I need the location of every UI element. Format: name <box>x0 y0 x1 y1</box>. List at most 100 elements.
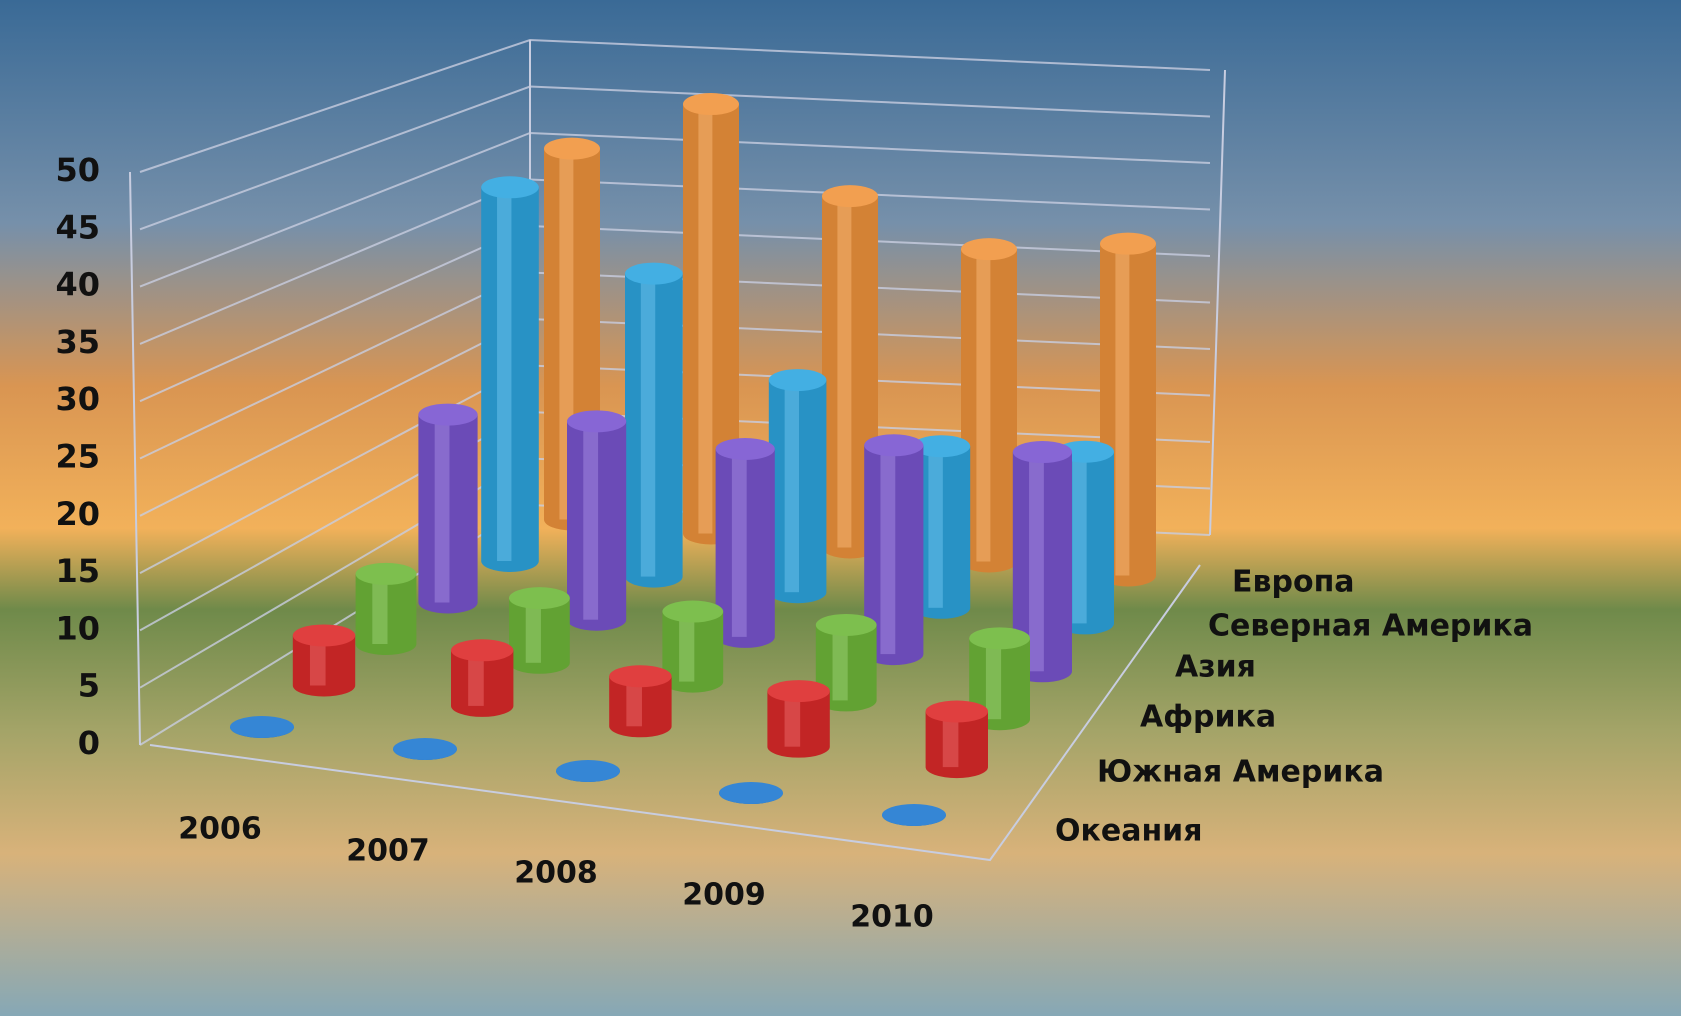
cylinder <box>662 600 724 693</box>
cylinder-highlight <box>497 187 512 562</box>
y-tick-label: 25 <box>55 438 100 476</box>
cylinder-top <box>418 403 478 426</box>
legend-label: Океания <box>1055 814 1202 849</box>
cylinder-highlight <box>976 249 991 562</box>
cylinder-highlight <box>731 448 747 637</box>
cylinder-top <box>451 639 514 662</box>
cylinder <box>882 804 946 826</box>
cylinder <box>912 435 971 619</box>
cylinder <box>230 716 294 738</box>
x-tick-label: 2006 <box>178 812 262 847</box>
cylinder <box>393 738 457 760</box>
cylinder-highlight <box>985 638 1002 720</box>
cylinder <box>822 185 878 559</box>
y-tick-label: 30 <box>55 380 100 418</box>
cylinder-top <box>925 700 988 723</box>
y-tick-label: 0 <box>78 724 100 762</box>
cylinder-top <box>715 437 775 460</box>
cylinder <box>683 93 740 545</box>
cylinder-top <box>912 435 971 458</box>
cylinder-top <box>230 716 294 738</box>
cylinder <box>925 700 988 779</box>
cylinder-top <box>768 369 827 392</box>
cylinder-top <box>683 93 739 116</box>
cylinder <box>815 613 877 712</box>
cylinder <box>292 624 356 697</box>
cylinder <box>556 760 620 782</box>
cylinder <box>625 262 683 588</box>
cylinder-top <box>544 137 600 160</box>
cylinder <box>961 238 1017 573</box>
cylinder-top <box>509 587 570 610</box>
x-tick-label: 2010 <box>850 900 934 935</box>
cylinder-highlight <box>626 676 642 727</box>
cylinder-top <box>719 782 783 804</box>
labels: 0 5 10 15 20 25 30 35 40 45 50 Европа Северная Амери… <box>55 151 1533 935</box>
cylinder <box>609 665 672 738</box>
cylinder <box>1012 441 1072 683</box>
cylinder <box>767 680 830 758</box>
legend-label: Северная Америка <box>1208 609 1533 644</box>
cylinder <box>567 410 627 631</box>
grid-line <box>139 131 1211 288</box>
y-tick-label: 20 <box>55 495 100 533</box>
axis-line <box>149 564 1201 862</box>
y-tick-label: 10 <box>55 609 100 647</box>
cylinder-top <box>882 804 946 826</box>
plot <box>230 93 1156 826</box>
cylinder-highlight <box>1072 451 1087 624</box>
cylinder-highlight <box>372 573 388 644</box>
cylinder-top <box>662 600 724 623</box>
y-tick-label: 15 <box>55 552 100 590</box>
cylinder-highlight <box>942 711 959 768</box>
cylinder-top <box>609 665 672 688</box>
y-tick-label: 40 <box>55 266 100 304</box>
cylinder-top <box>355 562 417 585</box>
cylinder-highlight <box>468 650 484 706</box>
x-tick-label: 2007 <box>346 834 430 869</box>
cylinder-top <box>567 410 627 433</box>
cylinder <box>355 562 417 655</box>
cylinder-top <box>822 185 878 208</box>
cylinder <box>481 176 539 573</box>
cylinder-highlight <box>640 273 656 577</box>
cylinder-highlight <box>309 635 326 686</box>
cylinder <box>418 403 478 614</box>
cylinder-highlight <box>1115 243 1130 576</box>
legend-label: Европа <box>1232 565 1355 600</box>
cylinder-highlight <box>525 598 541 663</box>
cylinder-highlight <box>832 624 848 701</box>
cylinder-top <box>864 434 924 457</box>
cylinder <box>719 782 783 804</box>
cylinder-highlight <box>434 414 450 603</box>
cylinder-highlight <box>1029 452 1044 672</box>
cylinder-highlight <box>784 380 800 593</box>
x-tick-label: 2009 <box>682 878 766 913</box>
cylinder-top <box>393 738 457 760</box>
cylinder-highlight <box>583 421 599 620</box>
cylinder-top <box>481 176 539 199</box>
cylinder-highlight <box>880 445 896 655</box>
legend-label: Южная Америка <box>1097 755 1384 790</box>
grid-line <box>139 38 1211 173</box>
cylinder <box>509 587 570 674</box>
cylinder <box>715 437 775 648</box>
cylinder-top <box>815 613 877 636</box>
cylinder-top <box>292 624 356 647</box>
y-tick-label: 5 <box>78 667 100 705</box>
cylinder-top <box>556 760 620 782</box>
cylinder-top <box>1012 441 1072 464</box>
y-tick-label: 50 <box>55 151 100 189</box>
x-tick-label: 2008 <box>514 856 598 891</box>
cylinder-highlight <box>837 196 852 548</box>
legend-label: Африка <box>1140 700 1276 735</box>
cylinder <box>864 434 924 666</box>
cylinder-highlight <box>928 446 943 608</box>
cylinder-highlight <box>784 691 801 747</box>
cylinder <box>768 369 827 604</box>
cylinder <box>451 639 514 717</box>
cylinder-top <box>625 262 683 285</box>
cylinder-highlight <box>698 104 713 534</box>
grid-line <box>139 85 1211 231</box>
